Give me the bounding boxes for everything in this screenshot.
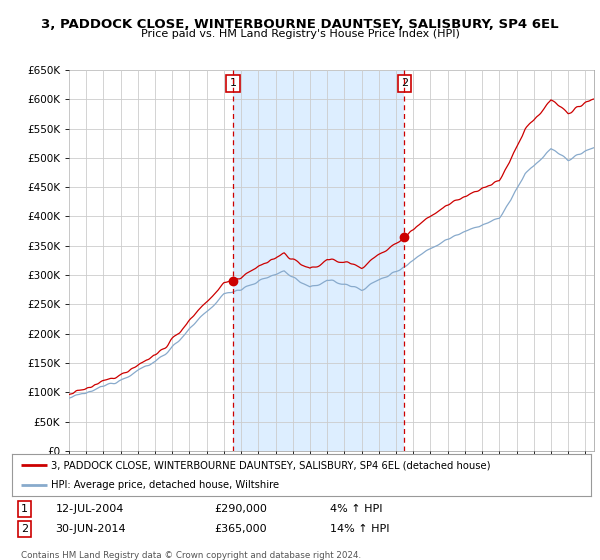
Text: 1: 1 <box>230 78 236 88</box>
Text: 1: 1 <box>20 504 28 514</box>
Text: 14% ↑ HPI: 14% ↑ HPI <box>331 524 390 534</box>
Text: 30-JUN-2014: 30-JUN-2014 <box>55 524 126 534</box>
Text: £290,000: £290,000 <box>215 504 268 514</box>
Text: Contains HM Land Registry data © Crown copyright and database right 2024.
This d: Contains HM Land Registry data © Crown c… <box>20 551 361 560</box>
Text: 12-JUL-2004: 12-JUL-2004 <box>55 504 124 514</box>
Text: 3, PADDOCK CLOSE, WINTERBOURNE DAUNTSEY, SALISBURY, SP4 6EL (detached house): 3, PADDOCK CLOSE, WINTERBOURNE DAUNTSEY,… <box>52 460 491 470</box>
Text: 2: 2 <box>401 78 408 88</box>
Text: £365,000: £365,000 <box>215 524 267 534</box>
Text: 4% ↑ HPI: 4% ↑ HPI <box>331 504 383 514</box>
Text: Price paid vs. HM Land Registry's House Price Index (HPI): Price paid vs. HM Land Registry's House … <box>140 29 460 39</box>
Text: 3, PADDOCK CLOSE, WINTERBOURNE DAUNTSEY, SALISBURY, SP4 6EL: 3, PADDOCK CLOSE, WINTERBOURNE DAUNTSEY,… <box>41 18 559 31</box>
Text: 2: 2 <box>20 524 28 534</box>
Bar <box>233 70 404 451</box>
Text: HPI: Average price, detached house, Wiltshire: HPI: Average price, detached house, Wilt… <box>52 480 280 490</box>
